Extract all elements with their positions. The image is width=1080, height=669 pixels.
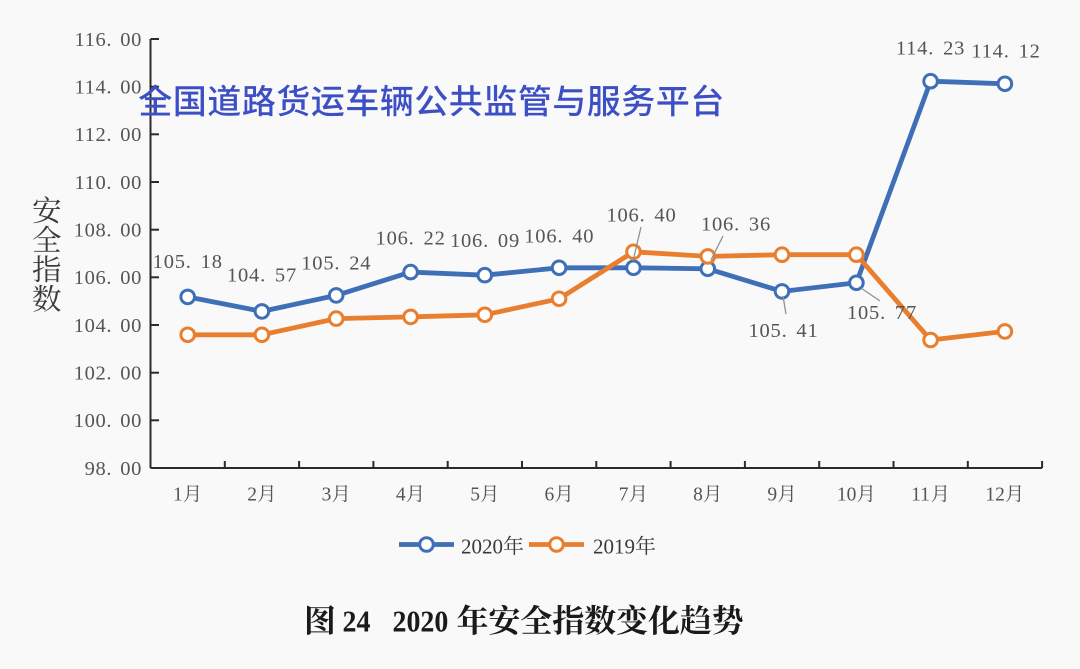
svg-text:3: 3 (322, 485, 332, 506)
svg-text:105. 41: 105. 41 (748, 320, 818, 342)
svg-text:2019: 2019 (593, 535, 635, 559)
svg-text:11: 11 (911, 485, 930, 506)
svg-text:106. 36: 106. 36 (701, 213, 771, 235)
svg-text:10: 10 (837, 485, 857, 506)
svg-text:102. 00: 102. 00 (74, 363, 142, 385)
svg-text:6: 6 (545, 485, 555, 506)
svg-text:2020: 2020 (461, 535, 503, 559)
svg-text:5: 5 (470, 485, 480, 506)
svg-text:112. 00: 112. 00 (75, 124, 142, 146)
svg-text:114. 23: 114. 23 (896, 37, 965, 59)
svg-text:105. 18: 105. 18 (153, 251, 223, 273)
svg-text:8: 8 (693, 485, 703, 506)
svg-text:9: 9 (767, 485, 777, 506)
svg-text:2020: 2020 (393, 605, 449, 639)
svg-text:24: 24 (343, 605, 371, 639)
svg-text:108. 00: 108. 00 (74, 220, 142, 242)
svg-text:106. 22: 106. 22 (376, 227, 446, 249)
svg-text:4: 4 (396, 485, 406, 506)
svg-text:116. 00: 116. 00 (75, 29, 142, 51)
svg-text:105. 24: 105. 24 (301, 252, 371, 274)
svg-text:100. 00: 100. 00 (74, 410, 142, 432)
svg-text:106. 40: 106. 40 (524, 226, 594, 248)
svg-text:7: 7 (619, 485, 629, 506)
svg-text:12: 12 (985, 485, 1005, 506)
svg-text:1: 1 (173, 485, 183, 506)
svg-text:106. 00: 106. 00 (74, 267, 142, 289)
svg-text:104. 57: 104. 57 (227, 264, 297, 286)
svg-text:98. 00: 98. 00 (85, 458, 142, 480)
svg-text:110. 00: 110. 00 (75, 172, 142, 194)
svg-text:104. 00: 104. 00 (74, 315, 142, 337)
svg-text:106. 40: 106. 40 (606, 204, 676, 226)
svg-text:105. 77: 105. 77 (847, 302, 917, 324)
svg-text:114. 12: 114. 12 (971, 40, 1040, 62)
svg-text:106. 09: 106. 09 (450, 230, 520, 252)
svg-text:114. 00: 114. 00 (75, 77, 142, 99)
svg-text:2: 2 (247, 485, 257, 506)
